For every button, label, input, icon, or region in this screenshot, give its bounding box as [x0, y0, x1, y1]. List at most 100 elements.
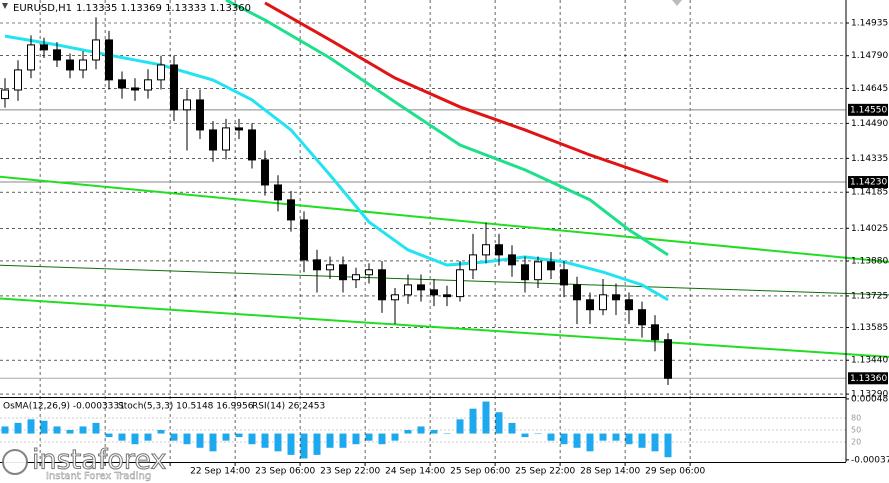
osma-bar — [482, 401, 490, 434]
candle-body — [222, 127, 230, 151]
x-tick-label: 28 Sep 14:00 — [580, 467, 640, 477]
osma-bar — [456, 419, 464, 434]
candle-body — [612, 294, 620, 301]
candle-body — [638, 309, 646, 326]
osma-bar — [495, 412, 503, 434]
candle-body — [170, 64, 178, 111]
y2-tick-label: 20 — [851, 438, 861, 447]
candle-body — [79, 59, 87, 71]
watermark: instaforex Instant Forex Trading — [2, 444, 167, 482]
line — [0, 264, 889, 296]
x-tick-label: 24 Sep 14:00 — [385, 467, 445, 477]
candle-body — [144, 79, 152, 91]
candle-body — [157, 64, 165, 81]
candle-body — [326, 264, 334, 271]
osma-bar — [534, 433, 542, 435]
candle-body — [625, 299, 633, 311]
osma-bar — [508, 422, 516, 434]
candle-body — [521, 264, 529, 281]
y-tick-label: 0.000487 — [851, 394, 889, 404]
candle-body — [274, 184, 282, 201]
y-tick-label: 1.14025 — [851, 224, 888, 234]
indicator-label: Stoch(5,3,3) 10.5148 16.9956 — [118, 402, 254, 412]
candle-body — [469, 254, 477, 271]
osma-bar — [235, 433, 243, 438]
y-tick-label: 1.13880 — [851, 256, 888, 266]
candle-body — [1, 89, 9, 100]
logo — [2, 449, 28, 475]
candle-body — [508, 254, 516, 266]
osma-bar — [222, 433, 230, 441]
candle-body — [66, 59, 74, 71]
level-box — [848, 176, 888, 189]
candle-body — [456, 269, 464, 298]
tagline: Instant Forex Trading — [46, 471, 151, 482]
osma-bar — [599, 433, 607, 441]
osma-bar — [469, 408, 477, 434]
candle-body — [118, 79, 126, 89]
osma-bar — [14, 422, 22, 434]
osma-bar — [521, 433, 529, 438]
osma-bar — [417, 426, 425, 434]
osma-bar — [1, 426, 9, 434]
candle-body — [547, 261, 555, 271]
y-tick-label: 1.13290 — [851, 390, 888, 400]
osma-bar — [430, 430, 438, 434]
line — [0, 175, 889, 263]
y-tick-label: 1.14790 — [851, 51, 888, 61]
osma-bar — [183, 433, 191, 445]
candle-body — [287, 199, 295, 221]
osma-bar — [144, 433, 152, 441]
x-tick-label: 23 Sep 06:00 — [255, 467, 315, 477]
candle-body — [53, 49, 61, 61]
candle-body — [92, 39, 100, 61]
osma-bar — [66, 430, 74, 434]
candle-body — [417, 284, 425, 291]
candle-body — [430, 289, 438, 296]
candle-body — [365, 269, 373, 276]
candle-body — [27, 44, 35, 71]
y2-tick-label: 50 — [851, 426, 861, 435]
osma-bar — [443, 433, 451, 435]
osma-bar — [378, 433, 386, 445]
current-price-box — [848, 372, 888, 385]
osma-bar — [287, 433, 295, 455]
candle-body — [495, 244, 503, 256]
candle-body — [300, 219, 308, 261]
osma-bar — [170, 433, 178, 441]
candle-body — [339, 264, 347, 281]
candle-body — [599, 294, 607, 311]
candle-body — [573, 284, 581, 301]
osma-bar — [547, 433, 555, 441]
y-tick-label: 1.14185 — [851, 188, 888, 198]
osma-bar — [625, 433, 633, 445]
quote: 1.13335 1.13369 1.13333 1.13360 — [76, 3, 251, 14]
osma-bar — [248, 433, 256, 445]
indicator-label: OsMA(12,26,9) -0.0003331 — [3, 402, 125, 412]
candle-body — [313, 259, 321, 271]
x-tick-label: 22 Sep 14:00 — [190, 467, 250, 477]
osma-bar — [40, 420, 48, 434]
osma-bar — [131, 433, 139, 445]
level-label: 1.14230 — [850, 178, 887, 188]
line — [4, 34, 669, 302]
x-tick-label: 23 Sep 22:00 — [320, 467, 380, 477]
y-tick-label: 1.14490 — [851, 119, 888, 129]
shift-marker — [672, 0, 682, 6]
osma-bar — [53, 426, 61, 434]
osma-bar — [339, 433, 347, 448]
osma-bar — [27, 419, 35, 434]
osma-bar — [313, 433, 321, 455]
osma-bar — [365, 433, 373, 441]
grid-layer — [0, 0, 846, 462]
osma-bar — [274, 433, 282, 452]
y2-tick-label: 80 — [851, 414, 861, 423]
candle-body — [183, 99, 191, 111]
y-tick-label: 1.14335 — [851, 154, 888, 164]
osma-bar — [326, 433, 334, 448]
candle-body — [248, 129, 256, 161]
osma-bar — [352, 433, 360, 445]
y-tick-label: 1.14645 — [851, 84, 888, 94]
osma-bar — [79, 426, 87, 434]
osma-bar — [586, 433, 594, 452]
